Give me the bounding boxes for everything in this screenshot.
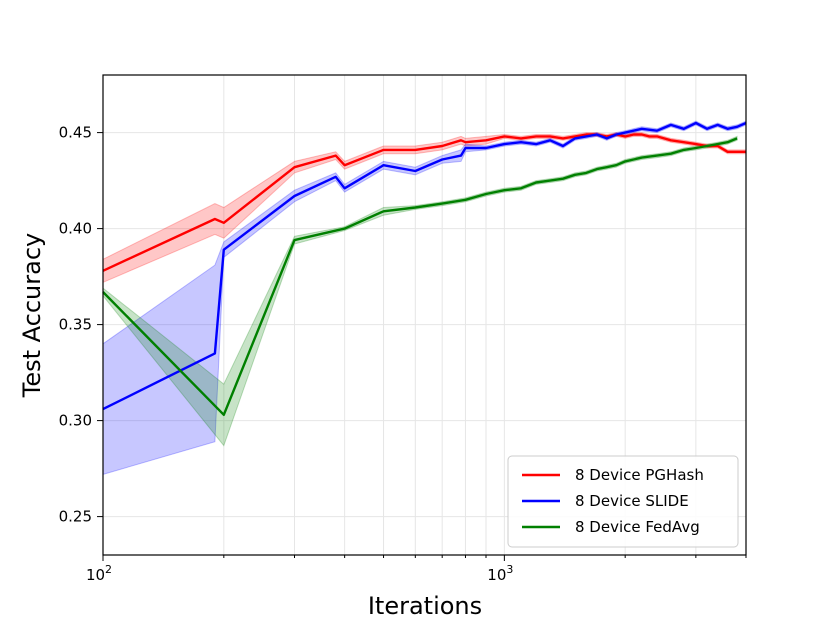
legend-box bbox=[507, 455, 739, 548]
x-tick-exponent: 3 bbox=[506, 563, 513, 576]
x-tick-base: 10 bbox=[86, 566, 105, 584]
series-line bbox=[102, 121, 747, 411]
series-line bbox=[102, 137, 738, 416]
series-band bbox=[102, 120, 747, 476]
x-tick-exponent: 2 bbox=[105, 563, 112, 576]
y-tick-label: 0.40 bbox=[59, 220, 92, 238]
y-axis-label: Test Accuracy bbox=[18, 233, 46, 398]
legend-label: 8 Device SLIDE bbox=[575, 492, 689, 510]
y-tick-label: 0.25 bbox=[59, 508, 92, 526]
x-tick-label: 103 bbox=[487, 563, 513, 584]
x-axis-label: Iterations bbox=[368, 592, 482, 620]
x-tick-base: 10 bbox=[487, 566, 506, 584]
legend: 8 Device PGHash 8 Device SLIDE 8 Device Fe… bbox=[507, 455, 739, 548]
plot-frame bbox=[102, 74, 747, 556]
series-band bbox=[102, 135, 738, 447]
legend-label: 8 Device PGHash bbox=[575, 466, 704, 484]
confidence-bands bbox=[102, 120, 747, 476]
series-line bbox=[102, 133, 746, 272]
legend-label: 8 Device FedAvg bbox=[575, 518, 700, 536]
y-tick-label: 0.30 bbox=[59, 412, 92, 430]
y-tick-label: 0.35 bbox=[59, 316, 92, 334]
x-tick-label: 102 bbox=[86, 563, 112, 584]
y-tick-label: 0.45 bbox=[59, 124, 92, 142]
series-lines bbox=[102, 121, 747, 416]
